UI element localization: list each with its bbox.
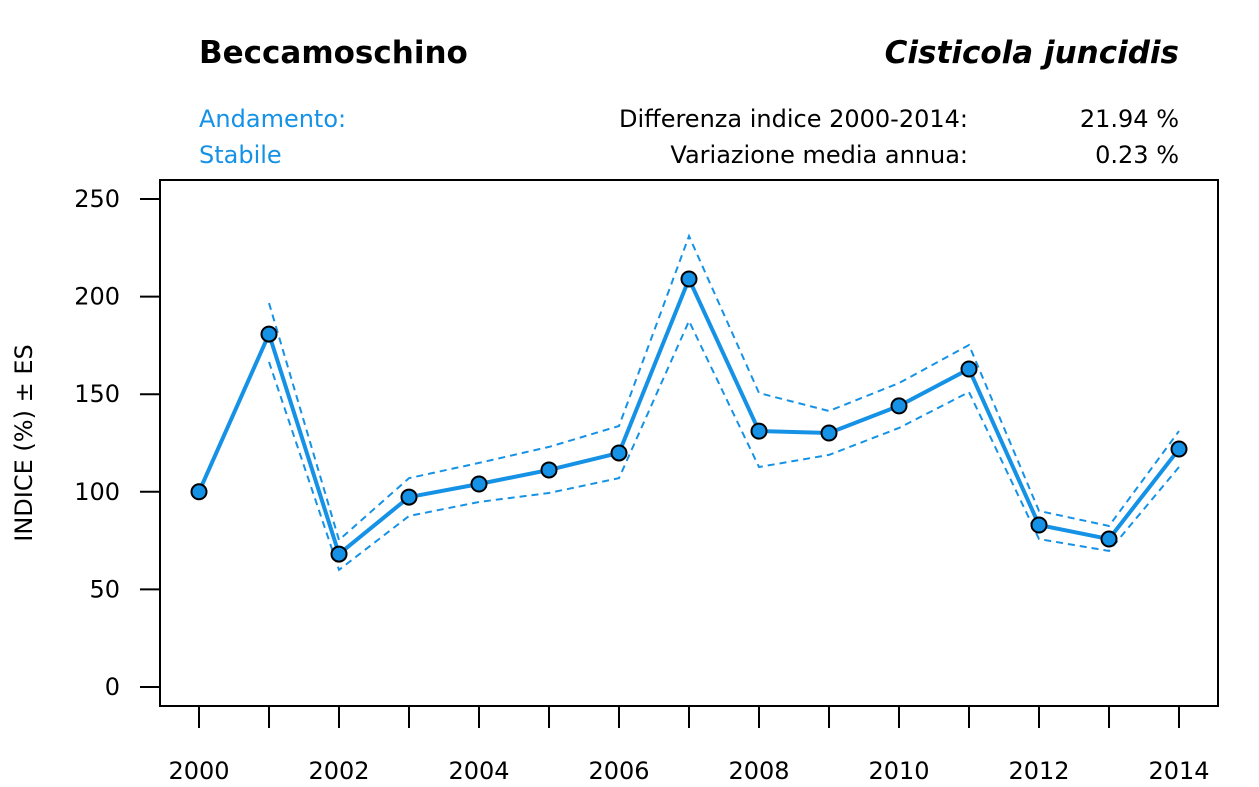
diff-label: Differenza indice 2000-2014: xyxy=(619,105,968,133)
data-point xyxy=(680,270,698,288)
lower-se-line xyxy=(268,318,1180,572)
avg-value: 0.23 % xyxy=(1095,141,1179,169)
y-tick-label: 50 xyxy=(89,575,120,603)
x-tick-label: 2004 xyxy=(448,757,509,785)
scientific-name: Cisticola juncidis xyxy=(885,35,1179,71)
y-tick-label: 200 xyxy=(74,283,120,311)
x-tick-label: 2012 xyxy=(1008,757,1069,785)
trend-label: Andamento: xyxy=(199,105,346,133)
index-line xyxy=(197,273,1181,558)
upper-se-line xyxy=(268,233,1180,542)
data-point xyxy=(820,424,838,442)
data-point xyxy=(960,360,978,378)
data-point xyxy=(190,483,208,501)
data-point xyxy=(1030,516,1048,534)
x-tick-label: 2010 xyxy=(868,757,929,785)
trend-value: Stabile xyxy=(199,141,282,169)
data-point xyxy=(750,422,768,440)
x-tick-label: 2008 xyxy=(728,757,789,785)
x-tick-label: 2014 xyxy=(1148,757,1209,785)
plot-frame xyxy=(159,179,1219,707)
y-tick-label: 250 xyxy=(74,185,120,213)
data-point xyxy=(1100,530,1118,548)
x-tick-label: 2006 xyxy=(588,757,649,785)
data-point xyxy=(330,545,348,563)
x-tick-label: 2002 xyxy=(308,757,369,785)
avg-label: Variazione media annua: xyxy=(670,141,968,169)
data-point xyxy=(260,325,278,343)
common-name: Beccamoschino xyxy=(199,35,468,71)
y-axis-label: INDICE (%) ± ES xyxy=(10,344,38,541)
data-point xyxy=(400,488,418,506)
y-tick-label: 0 xyxy=(105,673,120,701)
data-point xyxy=(470,475,488,493)
y-tick-label: 150 xyxy=(74,380,120,408)
data-point xyxy=(1170,440,1188,458)
y-tick-label: 100 xyxy=(74,478,120,506)
diff-value: 21.94 % xyxy=(1080,105,1179,133)
data-point xyxy=(890,397,908,415)
data-point xyxy=(610,444,628,462)
data-point xyxy=(540,461,558,479)
x-tick-label: 2000 xyxy=(168,757,229,785)
